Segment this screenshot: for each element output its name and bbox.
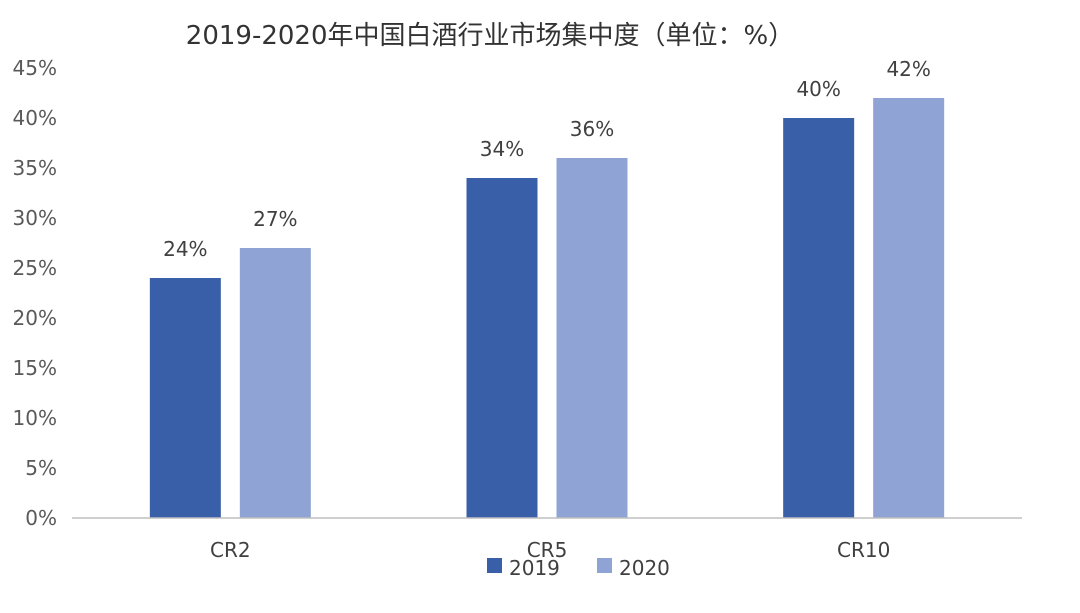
data-label: 24% — [163, 237, 207, 261]
y-tick-label: 5% — [25, 456, 57, 480]
data-label: 36% — [570, 117, 614, 141]
bars — [149, 98, 945, 518]
y-tick-label: 45% — [13, 56, 57, 80]
x-tick-label: CR5 — [527, 538, 568, 562]
x-tick-label: CR2 — [210, 538, 251, 562]
y-tick-label: 25% — [13, 256, 57, 280]
legend-swatch-2019 — [487, 558, 502, 573]
legend-swatch-2020 — [597, 558, 612, 573]
legend-label: 2020 — [619, 556, 670, 580]
y-axis: 0% 5% 10% 15% 20% 25% 30% 35% 40% 45% — [13, 56, 57, 530]
y-tick-label: 10% — [13, 406, 57, 430]
x-tick-label: CR10 — [837, 538, 890, 562]
bar-2019-CR10 — [783, 118, 855, 518]
data-labels: 24% 27% 34% 36% 40% 42% — [163, 57, 931, 261]
data-label: 27% — [253, 207, 297, 231]
data-label: 34% — [480, 137, 524, 161]
y-tick-label: 15% — [13, 356, 57, 380]
bar-2020-CR5 — [556, 158, 628, 518]
y-tick-label: 20% — [13, 306, 57, 330]
bar-2020-CR2 — [239, 248, 311, 518]
legend-label: 2019 — [509, 556, 560, 580]
chart-title: 2019-2020年中国白酒行业市场集中度（单位：%） — [186, 21, 794, 51]
y-tick-label: 0% — [25, 506, 57, 530]
x-axis: CR2 CR5 CR10 — [210, 538, 890, 562]
bar-2019-CR2 — [149, 278, 221, 518]
y-tick-label: 30% — [13, 206, 57, 230]
bar-2020-CR10 — [873, 98, 945, 518]
legend: 2019 2020 — [487, 556, 670, 580]
bar-2019-CR5 — [466, 178, 538, 518]
y-tick-label: 40% — [13, 106, 57, 130]
data-label: 40% — [796, 77, 840, 101]
data-label: 42% — [886, 57, 930, 81]
y-tick-label: 35% — [13, 156, 57, 180]
